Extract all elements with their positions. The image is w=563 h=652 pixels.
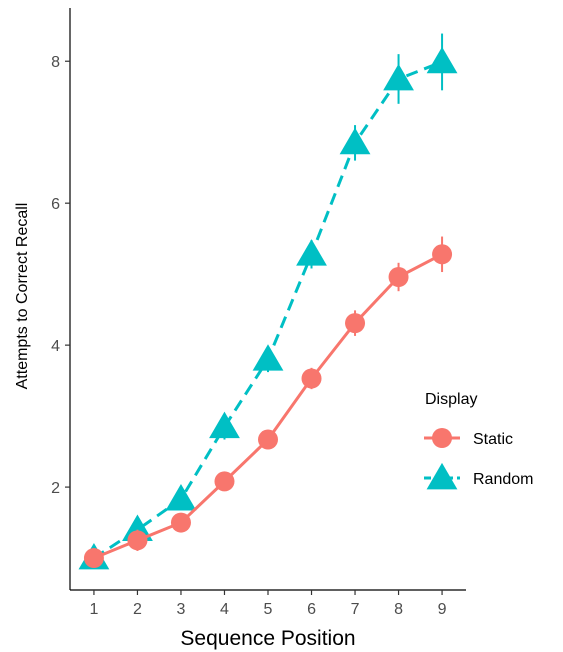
data-point [252,344,284,371]
data-point [83,548,104,569]
data-point [426,46,458,74]
data-point [296,239,327,266]
data-point [209,411,240,439]
data-point [170,512,191,533]
series-random [78,33,458,570]
y-tick-label: 8 [51,54,60,71]
data-point [258,429,278,450]
series-layer [78,33,458,570]
x-tick-label: 9 [438,601,447,618]
y-tick-label: 6 [51,196,60,213]
legend-item-random: Random [424,462,533,490]
data-point [127,530,148,551]
legend-label: Static [473,431,513,448]
series-line [93,252,443,560]
y-tick-label: 4 [51,338,60,355]
x-tick-label: 7 [351,601,360,618]
y-axis-title: Attempts to Correct Recall [14,203,31,390]
x-tick-label: 1 [89,601,98,618]
legend: Display Static Random [424,391,533,490]
x-tick-label: 4 [220,601,229,618]
data-point [301,368,322,389]
y-tick-label: 2 [51,480,60,497]
axes: 2 4 6 8 1 2 3 4 5 6 7 8 9 Sequence Position Attempts t… [14,8,466,650]
x-tick-label: 2 [133,601,142,618]
series-line [93,60,443,560]
x-tick-label: 5 [264,601,273,618]
x-axis-title: Sequence Position [180,627,355,650]
data-point [383,63,414,91]
series-static [83,236,453,569]
data-point [432,244,453,265]
data-point [345,313,366,334]
data-point [165,484,197,511]
data-point [388,266,409,287]
legend-marker [426,462,458,490]
x-tick-label: 6 [307,601,316,618]
legend-label: Random [473,471,533,488]
x-tick-label: 3 [177,601,186,618]
data-point [339,127,371,155]
legend-item-static: Static [424,428,513,448]
legend-title: Display [425,391,477,408]
x-tick-label: 8 [394,601,403,618]
legend-marker [432,428,452,448]
data-point [214,471,235,492]
